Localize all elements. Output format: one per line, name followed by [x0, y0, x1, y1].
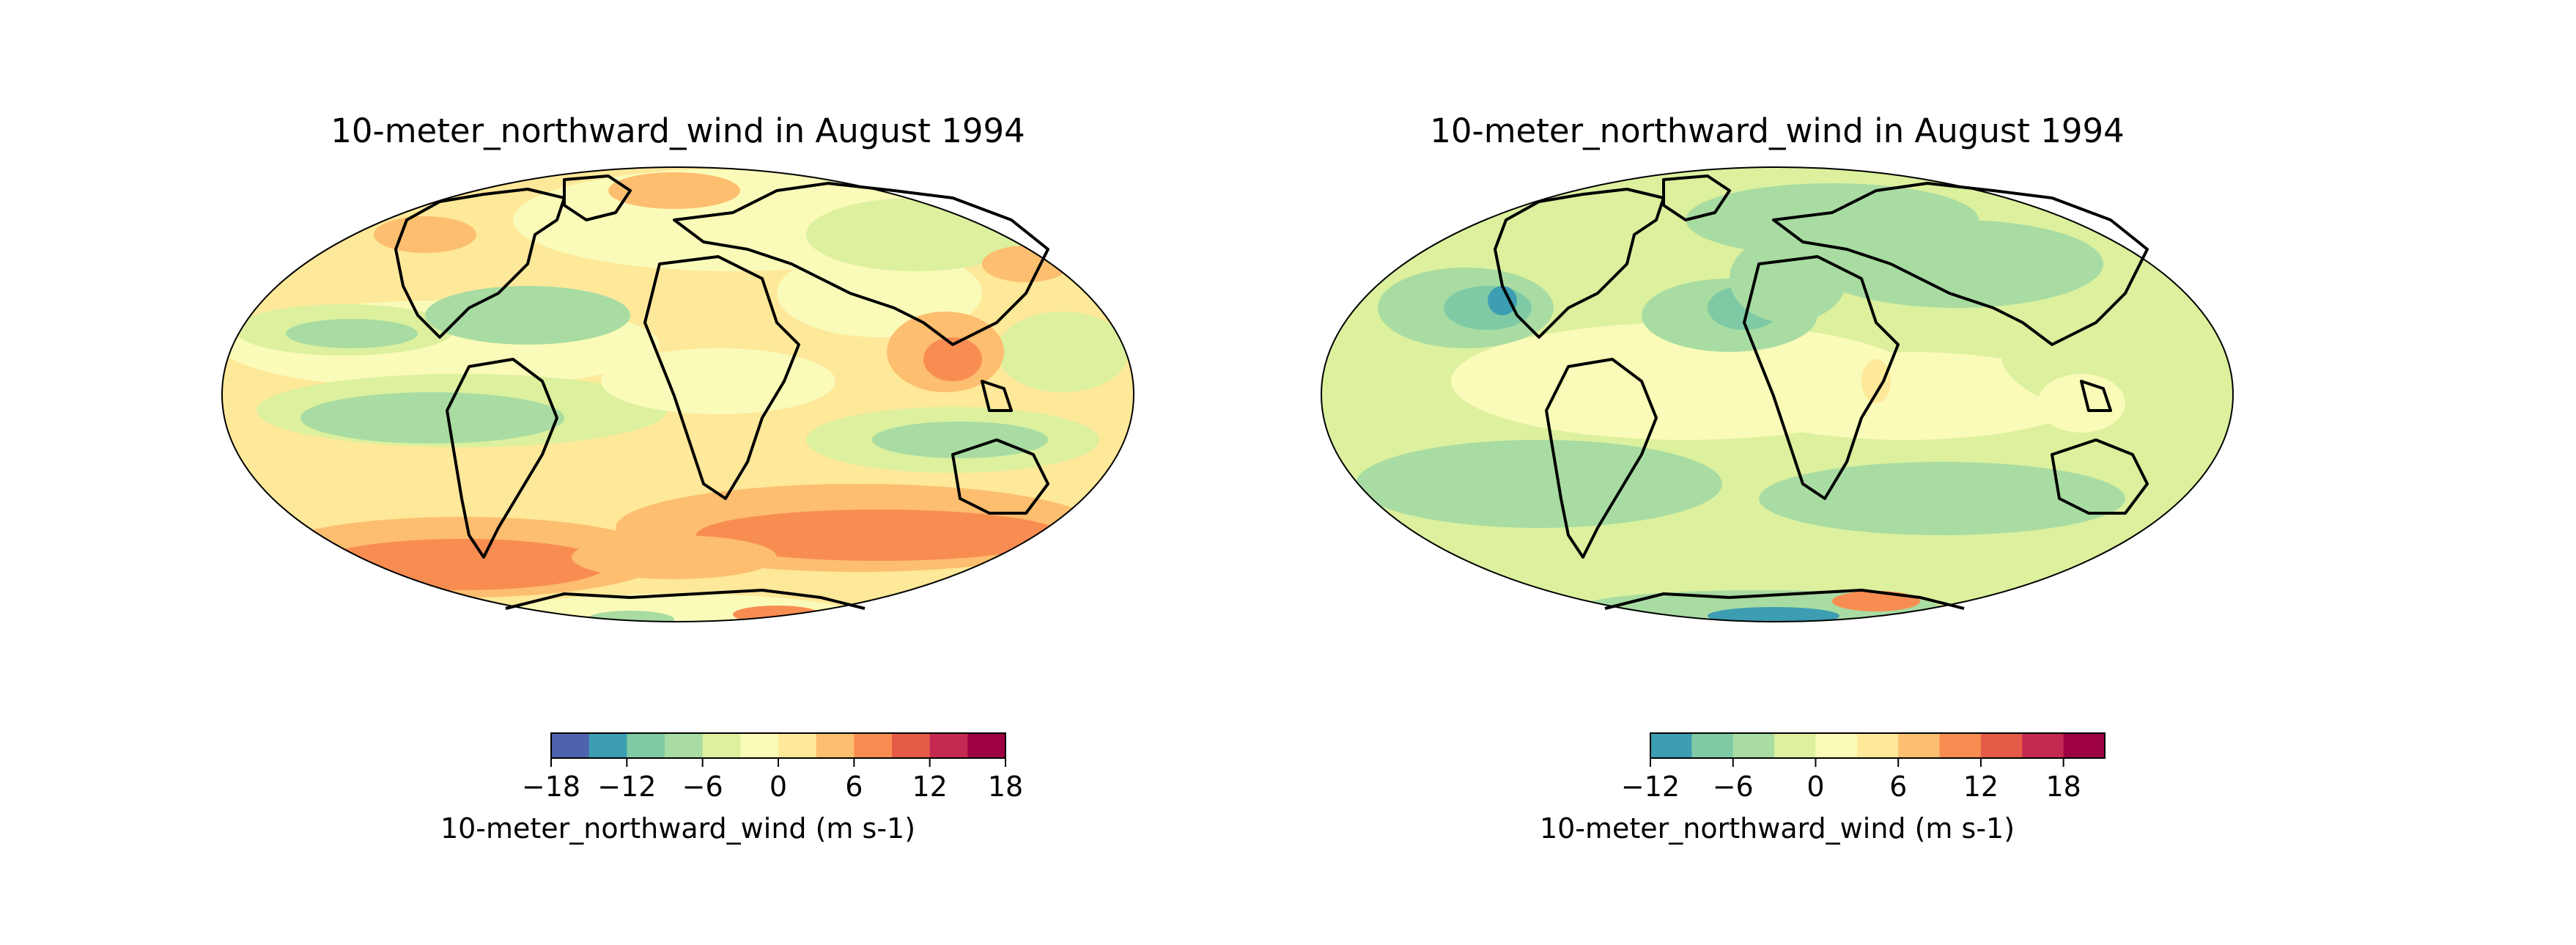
colorbar-swatch-left-2 — [627, 733, 665, 758]
colorbar-swatch-right-1 — [1691, 733, 1734, 758]
colorbar-tick-label-left-1: −12 — [597, 771, 656, 803]
colorbar-swatch-left-3 — [665, 733, 704, 758]
colorbar-tick-label-right-2: 0 — [1806, 771, 1824, 803]
colorbar-tick-label-right-5: 18 — [2045, 771, 2081, 803]
colorbar-right: −12 −6 0 6 12 18 — [1621, 732, 2106, 803]
colorbar-swatch-left-1 — [588, 733, 627, 758]
wind-field-right — [1321, 167, 2233, 622]
colorbar-swatch-left-11 — [967, 733, 1006, 758]
colorbar-swatch-right-7 — [1939, 733, 1982, 758]
colorbar-swatch-left-6 — [778, 733, 817, 758]
colorbar-swatch-right-9 — [2022, 733, 2064, 758]
colorbar-tick-label-left-5: 12 — [912, 771, 947, 803]
map-right-svg: −12 −6 0 6 12 18 — [1321, 166, 2234, 803]
colorbar-tick-label-right-3: 6 — [1889, 771, 1907, 803]
colorbar-tick-label-left-6: 18 — [988, 771, 1023, 803]
colorbar-label-right: 10-meter_northward_wind (m s-1) — [1539, 812, 2015, 845]
colorbar-frame-right — [1650, 732, 2106, 759]
map-frame-left — [221, 166, 1134, 622]
map-title-right: 10-meter_northward_wind in August 1994 — [1430, 111, 2125, 150]
colorbar-swatch-left-10 — [929, 733, 968, 758]
colorbar-tick-label-left-0: −18 — [522, 771, 580, 803]
colorbar-swatch-left-8 — [854, 733, 893, 758]
colorbar-left: −18 −12 −6 0 6 12 18 — [522, 732, 1023, 803]
colorbar-swatch-right-5 — [1856, 733, 1899, 758]
colorbar-tick-label-right-4: 12 — [1963, 771, 1999, 803]
colorbar-swatch-right-10 — [2063, 733, 2106, 758]
colorbar-swatch-left-4 — [702, 733, 741, 758]
colorbar-swatch-right-4 — [1815, 733, 1858, 758]
coastlines-right — [1494, 174, 2149, 610]
map-frame-right — [1321, 166, 2234, 622]
colorbar-swatch-left-9 — [892, 733, 931, 758]
colorbar-tick-label-right-0: −12 — [1621, 771, 1680, 803]
colorbar-swatch-left-7 — [816, 733, 855, 758]
colorbar-swatch-right-3 — [1774, 733, 1816, 758]
coastlines-left — [394, 174, 1049, 610]
colorbar-swatch-right-8 — [1980, 733, 2023, 758]
colorbar-tick-label-left-4: 6 — [845, 771, 863, 803]
colorbar-tick-label-left-3: 0 — [770, 771, 787, 803]
colorbar-tick-label-left-2: −6 — [682, 771, 723, 803]
colorbar-tick-label-right-1: −6 — [1713, 771, 1754, 803]
colorbar-swatch-right-0 — [1650, 733, 1692, 758]
colorbar-swatch-left-5 — [740, 733, 779, 758]
colorbar-swatch-right-6 — [1898, 733, 1941, 758]
colorbar-label-left: 10-meter_northward_wind (m s-1) — [440, 812, 916, 845]
map-panel-left: 10-meter_northward_wind in August 1994 — [220, 0, 1319, 945]
colorbar-swatch-right-2 — [1732, 733, 1775, 758]
map-title-left: 10-meter_northward_wind in August 1994 — [331, 111, 1025, 150]
map-panel-right: 10-meter_northward_wind in August 1994 — [1319, 0, 2418, 945]
wind-field-left — [222, 167, 1134, 622]
colorbar-swatch-left-0 — [551, 733, 590, 758]
map-left-svg: −18 −12 −6 0 6 12 18 — [221, 166, 1134, 803]
